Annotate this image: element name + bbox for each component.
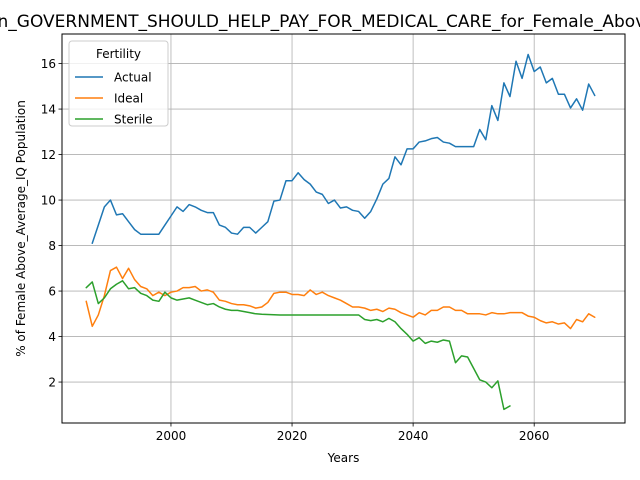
y-tick-label: 16	[41, 57, 56, 71]
plot-frame	[61, 33, 626, 424]
x-tick-label: 2000	[156, 429, 187, 443]
y-tick-label: 8	[48, 239, 56, 253]
series-line-sterile	[85, 280, 511, 411]
grid-lines	[62, 34, 625, 423]
y-tick-label: 12	[41, 148, 56, 162]
legend: Fertility Actual Ideal Sterile	[68, 40, 169, 127]
y-tick-label: 6	[48, 285, 56, 299]
axis-ticks: 2000 2020 2040 2060 2 4 6 8 10 12 14 16	[41, 57, 550, 443]
chart-title: _in_GOVERNMENT_SHOULD_HELP_PAY_FOR_MEDIC…	[0, 12, 640, 32]
x-tick-label: 2040	[398, 429, 429, 443]
y-tick-label: 14	[41, 103, 56, 117]
series-layer	[85, 53, 596, 411]
x-tick-label: 2020	[277, 429, 308, 443]
series-line-actual	[91, 53, 596, 245]
x-tick-label: 2060	[519, 429, 550, 443]
y-tick-label: 4	[48, 330, 56, 344]
legend-label: Actual	[114, 71, 152, 85]
legend-label: Sterile	[114, 113, 153, 127]
x-axis-label: Years	[327, 451, 360, 465]
y-tick-label: 2	[48, 376, 56, 390]
series-line-ideal	[85, 266, 596, 330]
legend-box	[68, 40, 169, 127]
y-axis-label: % of Female Above_Average_IQ Population	[14, 100, 28, 357]
legend-label: Ideal	[114, 92, 143, 106]
y-tick-label: 10	[41, 194, 56, 208]
legend-title: Fertility	[96, 47, 141, 61]
